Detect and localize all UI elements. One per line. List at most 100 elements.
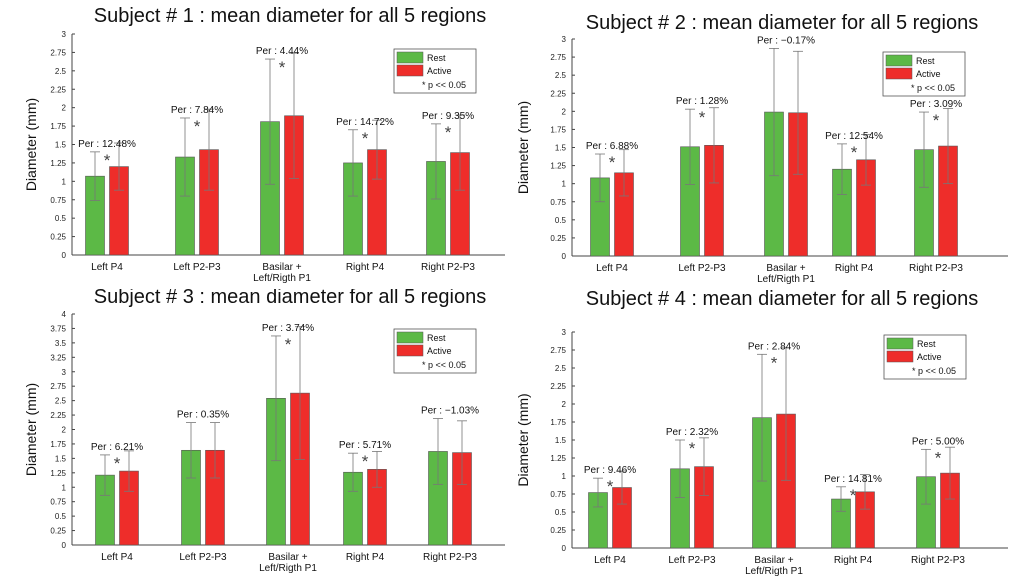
c4-y-tick-label: 0.25 [550,526,566,535]
c1-y-tick-label: 2.5 [55,67,67,76]
c3-y-tick-label: 3.25 [50,353,66,362]
c1-percent-label: Per : 4.44% [256,46,308,57]
c2-y-tick-label: 1.25 [550,162,566,171]
c3-percent-label: Per : −1.03% [421,406,479,417]
c3-y-tick-label: 1.75 [50,440,66,449]
c1-y-tick-label: 0.25 [50,233,66,242]
c2-y-tick-label: 0.25 [550,234,566,243]
chart-subject-3: Subject # 3 : mean diameter for all 5 re… [23,289,505,574]
c2-percent-label: Per : −0.17% [757,35,815,46]
c3-significance-asterisk: * [114,454,121,473]
c4-y-tick-label: 2.5 [555,364,567,373]
c1-significance-asterisk: * [194,117,201,136]
c4-y-tick-label: 0.5 [555,508,567,517]
c1-legend-label-rest: Rest [427,53,446,63]
c4-y-tick-label: 1 [562,472,567,481]
c2-significance-asterisk: * [609,153,616,172]
c1-y-tick-label: 2.75 [50,48,66,57]
c4-percent-label: Per : 9.46% [584,465,636,476]
c2-y-tick-label: 2.5 [555,71,567,80]
c2-chart-title: Subject # 2 : mean diameter for all 5 re… [586,12,978,34]
c2-category-label: Left/Rigth P1 [757,274,815,285]
c4-significance-asterisk: * [935,448,942,467]
c1-percent-label: Per : 7.84% [171,105,223,116]
c4-significance-asterisk: * [689,439,696,458]
c1-chart-title: Subject # 1 : mean diameter for all 5 re… [94,5,486,27]
c4-legend-label-active: Active [917,352,942,362]
c3-category-label: Left P2-P3 [179,552,227,563]
c2-y-tick-label: 1.75 [550,125,566,134]
c4-y-tick-label: 1.25 [550,454,566,463]
c2-y-tick-label: 1.5 [555,144,567,153]
c1-y-tick-label: 1.25 [50,159,66,168]
c4-percent-label: Per : 5.00% [912,436,964,447]
c4-percent-label: Per : 14.81% [824,474,882,485]
c4-legend-swatch-active [886,350,914,363]
c2-category-label: Left P2-P3 [678,263,726,274]
c3-y-tick-label: 1 [62,483,67,492]
c4-percent-label: Per : 2.32% [666,427,718,438]
c3-percent-label: Per : 6.21% [91,442,143,453]
c1-y-tick-label: 0 [62,251,67,260]
c1-legend-swatch-rest [396,51,424,64]
c1-significance-asterisk: * [104,151,111,170]
c1-percent-label: Per : 9.35% [422,111,474,122]
c3-y-tick-label: 4 [62,310,67,319]
c4-category-label: Left P4 [594,555,626,566]
c3-chart-title: Subject # 3 : mean diameter for all 5 re… [94,289,486,308]
c1-y-tick-label: 3 [62,30,67,39]
c1-y-tick-label: 1 [62,177,67,186]
c4-y-tick-label: 2.25 [550,382,566,391]
c3-category-label: Left P4 [101,552,133,563]
c4-significance-asterisk: * [607,477,614,496]
c1-y-tick-label: 0.75 [50,196,66,205]
c1-category-label: Basilar + [262,262,301,273]
c1-y-tick-label: 2.25 [50,85,66,94]
c2-significance-asterisk: * [933,111,940,130]
c2-legend-note: * p << 0.05 [911,83,955,93]
c3-y-axis-label: Diameter (mm) [23,383,39,476]
c4-y-tick-label: 2.75 [550,346,566,355]
c4-y-tick-label: 0.75 [550,490,566,499]
c4-y-tick-label: 2 [562,400,567,409]
c3-y-tick-label: 2 [62,426,67,435]
c1-significance-asterisk: * [279,58,286,77]
c4-category-label: Right P2-P3 [911,555,965,566]
c1-legend-label-active: Active [427,66,452,76]
c4-y-tick-label: 3 [562,328,567,337]
c2-category-label: Left P4 [596,263,628,274]
c3-y-tick-label: 0.25 [50,527,66,536]
c2-legend-swatch-active [885,67,913,80]
c1-category-label: Left P4 [91,262,123,273]
c4-significance-asterisk: * [771,353,778,372]
chart-subject-1: Subject # 1 : mean diameter for all 5 re… [23,5,505,284]
c2-y-tick-label: 2.75 [550,53,566,62]
c3-y-tick-label: 2.75 [50,382,66,391]
c1-legend-note: * p << 0.05 [422,80,466,90]
c2-significance-asterisk: * [699,108,706,127]
c4-chart-title: Subject # 4 : mean diameter for all 5 re… [586,289,978,310]
c3-percent-label: Per : 5.71% [339,440,391,451]
c2-category-label: Right P4 [835,263,874,274]
c4-y-tick-label: 1.75 [550,418,566,427]
c4-legend-swatch-rest [886,337,914,350]
c4-y-tick-label: 1.5 [555,436,567,445]
c3-category-label: Left/Rigth P1 [259,563,317,574]
c2-significance-asterisk: * [851,143,858,162]
c1-y-tick-label: 0.5 [55,214,67,223]
c4-y-tick-label: 0 [562,544,567,553]
c1-y-tick-label: 1.5 [55,141,67,150]
c3-legend-swatch-active [396,344,424,357]
c2-percent-label: Per : 1.28% [676,96,728,107]
c3-legend-label-active: Active [427,346,452,356]
c3-y-tick-label: 3 [62,368,67,377]
chart-subject-2: Subject # 2 : mean diameter for all 5 re… [515,12,1008,285]
c3-legend-note: * p << 0.05 [422,360,466,370]
c1-category-label: Left/Rigth P1 [253,273,311,284]
c1-category-label: Right P4 [346,262,385,273]
c1-category-label: Right P2-P3 [421,262,475,273]
c2-legend-label-active: Active [916,69,941,79]
c2-percent-label: Per : 6.88% [586,141,638,152]
c2-y-tick-label: 3 [562,35,567,44]
c4-category-label: Basilar + [754,555,793,566]
